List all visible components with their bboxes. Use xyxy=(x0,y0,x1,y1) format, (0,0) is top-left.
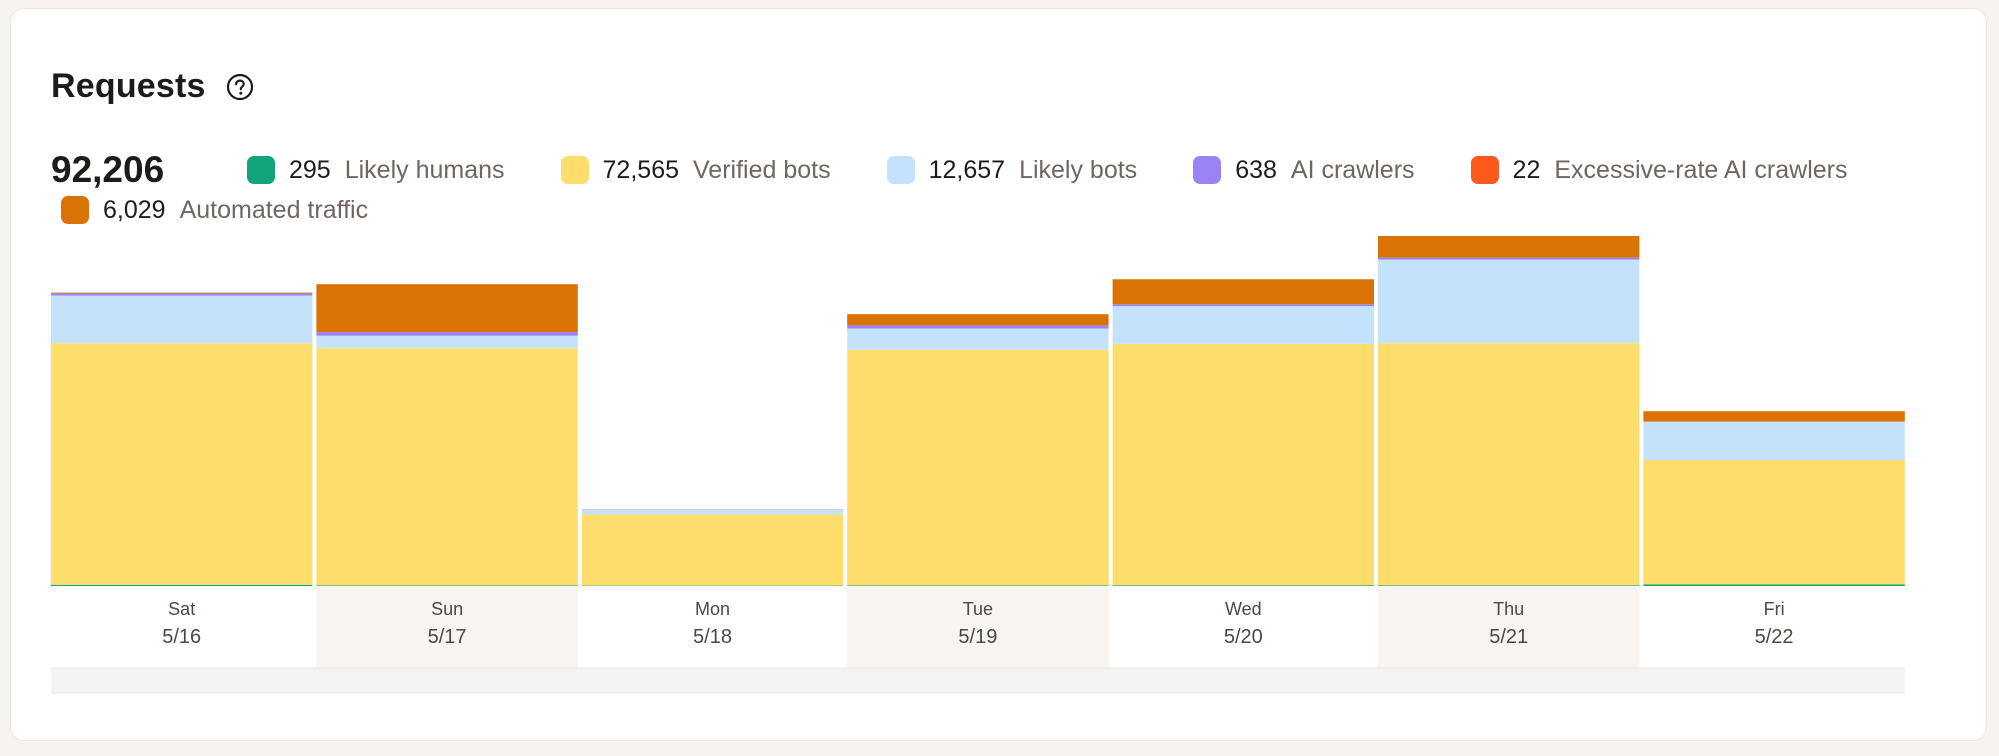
bar-segment-verified-bots[interactable] xyxy=(1378,343,1640,586)
axis-column-band xyxy=(1378,586,1640,668)
x-tick-day: Tue xyxy=(963,599,993,619)
legend-value: 295 xyxy=(289,155,331,184)
total-requests: 92,206 xyxy=(51,149,165,190)
legend-label: Excessive-rate AI crawlers xyxy=(1554,155,1848,184)
x-tick-date: 5/19 xyxy=(958,626,997,648)
bar-segment-automated-traffic[interactable] xyxy=(847,314,1109,326)
bar-segment-likely-humans[interactable] xyxy=(1643,584,1905,586)
x-tick-day: Fri xyxy=(1764,599,1785,619)
bar-segment-ai-crawlers[interactable] xyxy=(847,325,1109,329)
bar-segment-verified-bots[interactable] xyxy=(316,348,578,586)
x-tick-date: 5/18 xyxy=(693,626,732,648)
bar-segment-likely-bots[interactable] xyxy=(1643,421,1905,461)
bar-segment-likely-bots[interactable] xyxy=(316,335,578,349)
bar-segment-likely-bots[interactable] xyxy=(1378,259,1640,344)
bar-segment-likely-bots[interactable] xyxy=(1112,306,1374,344)
axis-column-band xyxy=(1112,586,1374,668)
bar-segment-ai-crawlers[interactable] xyxy=(1112,304,1374,307)
x-tick-date: 5/20 xyxy=(1224,626,1263,648)
legend-value: 6,029 xyxy=(103,195,166,224)
x-tick-day: Sun xyxy=(431,599,463,619)
bar-segment-automated-traffic[interactable] xyxy=(1378,236,1640,258)
legend-swatch xyxy=(1470,156,1499,184)
stacked-bar-chart: Sat 5/16 Sun 5/17 Mon 5/18 Tue 5/19 Wed 5/20 Thu 5/… xyxy=(51,236,1905,694)
bar-segment-likely-bots[interactable] xyxy=(51,295,313,344)
legend-value: 72,565 xyxy=(602,155,679,184)
bar-segment-likely-humans[interactable] xyxy=(1112,585,1374,586)
bar-segment-verified-bots[interactable] xyxy=(51,343,313,585)
x-tick-date: 5/21 xyxy=(1489,626,1528,648)
axis-column-band xyxy=(847,586,1109,668)
legend-item-excessive-rate-ai-crawlers[interactable]: 22 Excessive-rate AI crawlers xyxy=(1470,155,1848,184)
x-tick-date: 5/17 xyxy=(428,626,467,648)
legend-item-likely-bots[interactable]: 12,657 Likely bots xyxy=(886,155,1138,184)
bar-segment-verified-bots[interactable] xyxy=(581,514,844,586)
legend-item-ai-crawlers[interactable]: 638 AI crawlers xyxy=(1193,155,1415,184)
bar-segment-verified-bots[interactable] xyxy=(1643,460,1905,585)
chart-scroll-track[interactable] xyxy=(51,668,1905,693)
bar-segment-ai-crawlers[interactable] xyxy=(1378,257,1640,260)
legend-item-likely-humans[interactable]: 295 Likely humans xyxy=(247,156,505,184)
bar-segment-automated-traffic[interactable] xyxy=(316,284,578,333)
bar-segment-likely-bots[interactable] xyxy=(847,328,1109,350)
legend-swatch xyxy=(247,156,275,184)
bar-segment-automated-traffic[interactable] xyxy=(51,292,313,294)
bar-segment-likely-bots[interactable] xyxy=(581,509,844,515)
legend-label: Likely humans xyxy=(344,155,505,184)
legend-label: Verified bots xyxy=(693,155,831,184)
bar-segment-ai-crawlers[interactable] xyxy=(316,332,578,336)
legend-value: 638 xyxy=(1235,155,1277,184)
x-tick-date: 5/22 xyxy=(1755,626,1794,648)
x-tick-day: Wed xyxy=(1225,599,1262,619)
legend-item-verified-bots[interactable]: 72,565 Verified bots xyxy=(560,155,831,184)
axis-column-band xyxy=(1643,586,1905,668)
bar-segment-likely-humans[interactable] xyxy=(847,585,1109,586)
legend-swatch xyxy=(1193,156,1222,184)
legend-label: Automated traffic xyxy=(179,195,369,224)
bar-segment-likely-humans[interactable] xyxy=(1378,585,1640,586)
legend-swatch xyxy=(560,156,589,184)
x-tick-day: Thu xyxy=(1493,599,1524,619)
legend-label: AI crawlers xyxy=(1290,155,1415,184)
axis-column-band xyxy=(581,586,844,668)
legend-label: Likely bots xyxy=(1019,155,1138,184)
legend: 295 Likely humans 72,565 Verified bots 1… xyxy=(61,155,1967,224)
axis-column-band xyxy=(316,586,578,668)
bar-segment-verified-bots[interactable] xyxy=(1112,343,1374,586)
bar-segment-automated-traffic[interactable] xyxy=(1643,411,1905,422)
question-circle-icon[interactable] xyxy=(226,73,254,101)
requests-card: Requests 92,206 295 Likely humans 72,565… xyxy=(10,8,1987,741)
legend-swatch xyxy=(61,196,89,224)
x-tick-day: Mon xyxy=(695,599,730,619)
legend-item-automated-traffic[interactable]: 6,029 Automated traffic xyxy=(61,196,368,224)
bar-segment-likely-humans[interactable] xyxy=(51,584,313,586)
card-header: Requests xyxy=(51,67,254,106)
legend-swatch xyxy=(886,156,915,184)
x-tick-day: Sat xyxy=(168,599,195,619)
legend-value: 22 xyxy=(1512,155,1541,184)
legend-value: 12,657 xyxy=(928,155,1006,184)
bar-segment-verified-bots[interactable] xyxy=(847,349,1109,586)
bar-segment-likely-humans[interactable] xyxy=(316,585,578,586)
card-title: Requests xyxy=(51,67,206,105)
bar-segment-ai-crawlers[interactable] xyxy=(51,293,313,296)
bar-segment-automated-traffic[interactable] xyxy=(1112,279,1374,305)
axis-column-band xyxy=(51,586,313,668)
x-tick-date: 5/16 xyxy=(162,626,201,648)
